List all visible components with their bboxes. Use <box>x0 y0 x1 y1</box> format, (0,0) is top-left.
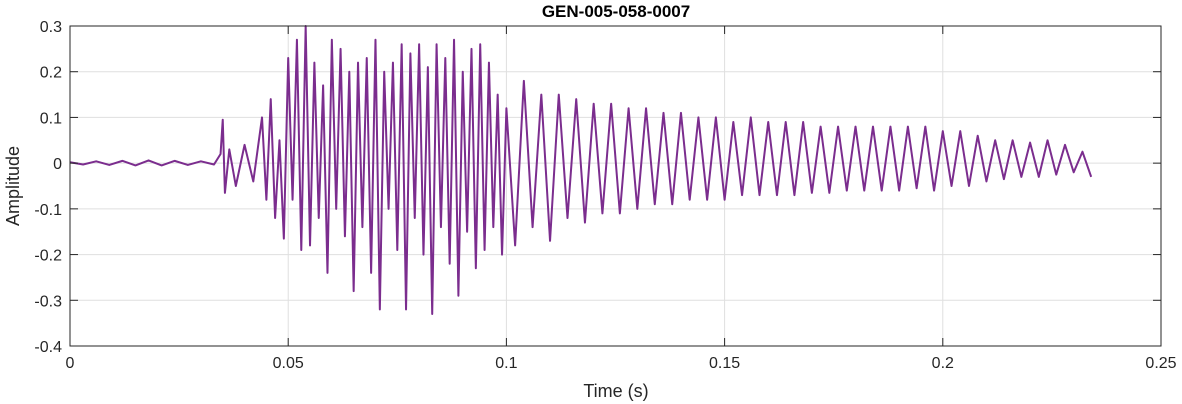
plot-background <box>70 26 1161 346</box>
chart-title: GEN-005-058-0007 <box>542 2 690 21</box>
series-line <box>69 25 1093 315</box>
plot-frame <box>69 25 1162 347</box>
x-tick-label: 0.1 <box>495 355 517 372</box>
y-tick-label: 0.1 <box>40 110 62 127</box>
x-axis-label: Time (s) <box>583 381 648 401</box>
y-tick-label: -0.3 <box>34 293 62 310</box>
y-tick-label: -0.4 <box>34 339 62 356</box>
x-tick-label: 0 <box>66 355 75 372</box>
x-tick-label: 0.15 <box>709 355 740 372</box>
y-tick-label: 0.3 <box>40 19 62 36</box>
y-tick-label: -0.1 <box>34 202 62 219</box>
x-axis-ticks: 0 0.05 0.1 0.15 0.2 0.25 <box>66 26 1177 372</box>
y-tick-label: 0 <box>53 156 62 173</box>
y-axis-ticks: -0.4 -0.3 -0.2 -0.1 0 0.1 0.2 0.3 <box>34 19 1161 356</box>
y-axis-label: Amplitude <box>3 146 23 226</box>
x-tick-label: 0.25 <box>1145 355 1176 372</box>
y-tick-label: 0.2 <box>40 65 62 82</box>
y-tick-label: -0.2 <box>34 248 62 265</box>
x-tick-label: 0.05 <box>273 355 304 372</box>
x-tick-label: 0.2 <box>932 355 954 372</box>
